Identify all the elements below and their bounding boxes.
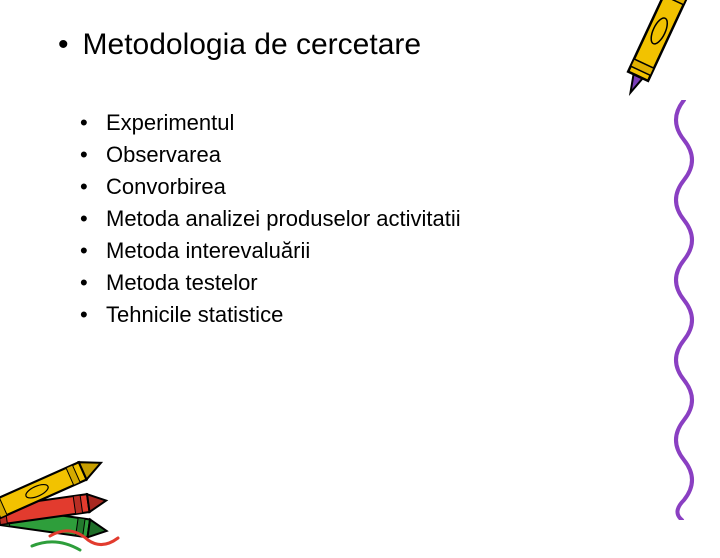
item-bullet: •: [80, 174, 92, 200]
list-item: • Convorbirea: [80, 174, 660, 200]
squiggle-icon: [662, 100, 702, 520]
item-text: Metoda testelor: [106, 270, 258, 296]
item-bullet: •: [80, 142, 92, 168]
items-list: • Experimentul • Observarea • Convorbire…: [58, 110, 660, 328]
item-bullet: •: [80, 238, 92, 264]
item-text: Metoda interevaluării: [106, 238, 310, 264]
title-row: • Metodologia de cercetare: [58, 28, 660, 62]
item-text: Experimentul: [106, 110, 234, 136]
list-item: • Metoda testelor: [80, 270, 660, 296]
title-bullet: •: [58, 28, 69, 62]
item-text: Convorbirea: [106, 174, 226, 200]
item-text: Metoda analizei produselor activitatii: [106, 206, 461, 232]
item-bullet: •: [80, 206, 92, 232]
list-item: • Tehnicile statistice: [80, 302, 660, 328]
title-text: Metodologia de cercetare: [83, 28, 422, 62]
item-bullet: •: [80, 302, 92, 328]
item-bullet: •: [80, 270, 92, 296]
list-item: • Metoda analizei produselor activitatii: [80, 206, 660, 232]
crayons-icon: [0, 428, 140, 558]
item-text: Tehnicile statistice: [106, 302, 283, 328]
item-text: Observarea: [106, 142, 221, 168]
list-item: • Metoda interevaluării: [80, 238, 660, 264]
list-item: • Experimentul: [80, 110, 660, 136]
list-item: • Observarea: [80, 142, 660, 168]
crayon-icon: [610, 0, 700, 110]
item-bullet: •: [80, 110, 92, 136]
